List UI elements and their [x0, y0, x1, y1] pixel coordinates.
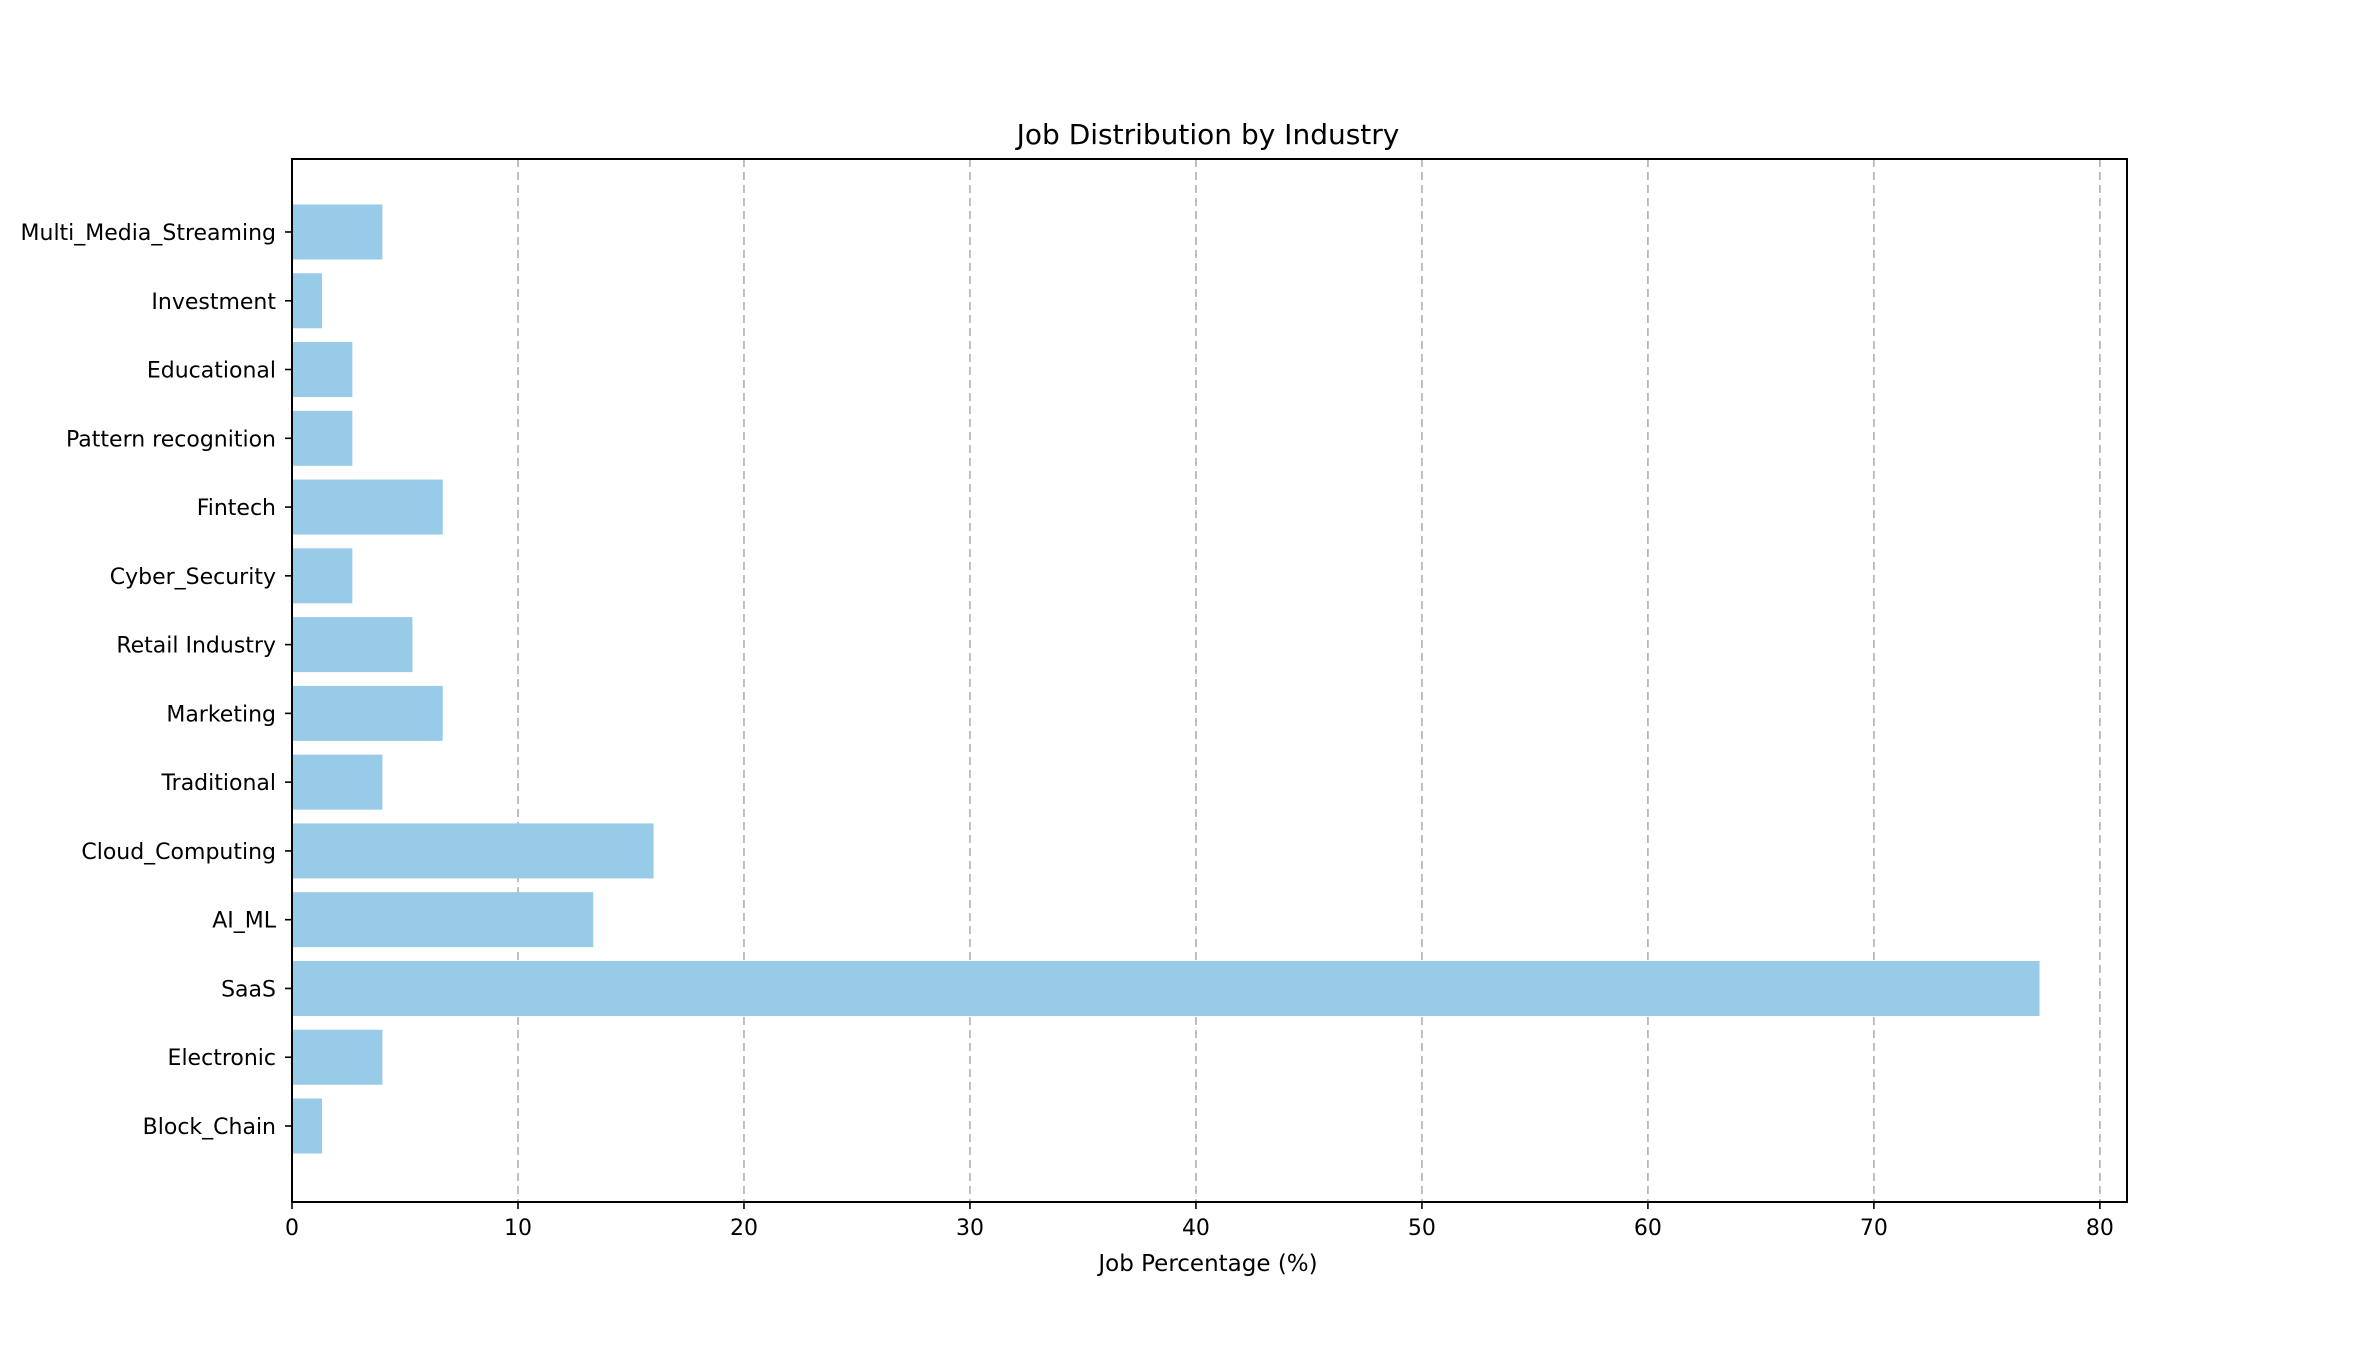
y-tick-label: Traditional — [160, 771, 276, 796]
bar-pattern-recognition — [292, 410, 353, 466]
x-tick-label: 70 — [1860, 1216, 1888, 1241]
bar-cloud-computing — [292, 823, 654, 879]
bar-electronic — [292, 1029, 383, 1085]
bar-educational — [292, 342, 353, 398]
y-tick-label: Multi_Media_Streaming — [21, 221, 276, 246]
x-tick-label: 30 — [956, 1216, 984, 1241]
bars — [292, 204, 2040, 1154]
y-tick-label: Electronic — [168, 1046, 276, 1071]
bar-marketing — [292, 685, 443, 741]
x-tick-label: 80 — [2086, 1216, 2114, 1241]
x-tick-label: 20 — [730, 1216, 758, 1241]
y-tick-label: Educational — [147, 359, 276, 384]
y-tick-label: Block_Chain — [143, 1115, 276, 1140]
bar-ai-ml — [292, 892, 594, 948]
y-tick-label: Investment — [151, 290, 276, 315]
y-tick-label: Pattern recognition — [66, 427, 276, 452]
bar-saas — [292, 960, 2040, 1016]
y-axis-ticks: Block_Chain Electronic SaaS AI_ML Cloud_Comp… — [21, 221, 292, 1140]
y-tick-label: Cloud_Computing — [81, 840, 276, 865]
bar-block-chain — [292, 1098, 323, 1154]
y-tick-label: AI_ML — [212, 909, 277, 934]
bar-multi-media-streaming — [292, 204, 383, 260]
y-tick-label: Cyber_Security — [110, 565, 276, 590]
y-tick-label: Marketing — [166, 702, 276, 727]
x-axis-ticks: 0 10 20 30 40 50 60 70 80 — [285, 1202, 2114, 1241]
y-tick-label: SaaS — [221, 977, 276, 1002]
bar-retail-industry — [292, 617, 413, 673]
x-axis-label: Job Percentage (%) — [1096, 1251, 1317, 1277]
x-tick-label: 40 — [1182, 1216, 1210, 1241]
bar-traditional — [292, 754, 383, 810]
plot-frame — [291, 158, 2128, 1203]
x-tick-label: 10 — [504, 1216, 532, 1241]
chart-title: Job Distribution by Industry — [1015, 118, 1400, 151]
x-tick-label: 50 — [1408, 1216, 1436, 1241]
x-tick-label: 0 — [285, 1216, 299, 1241]
bar-fintech — [292, 479, 443, 535]
bar-cyber-security — [292, 548, 353, 604]
x-tick-label: 60 — [1634, 1216, 1662, 1241]
bar-investment — [292, 273, 323, 329]
y-tick-label: Fintech — [197, 496, 276, 521]
y-tick-label: Retail Industry — [116, 634, 276, 659]
grid-lines — [291, 159, 2101, 1202]
